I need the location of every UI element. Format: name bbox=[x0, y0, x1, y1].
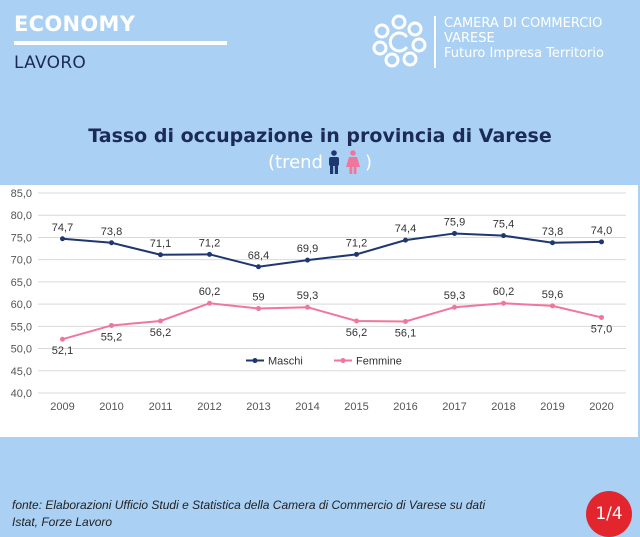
data-point bbox=[403, 237, 408, 243]
data-point bbox=[207, 300, 212, 306]
data-label: 71,1 bbox=[150, 238, 171, 250]
y-tick-label: 80,0 bbox=[11, 210, 32, 222]
brand-line-3: Futuro Impresa Territorio bbox=[444, 46, 604, 61]
data-point bbox=[354, 318, 359, 324]
y-tick-label: 45,0 bbox=[11, 366, 32, 378]
x-tick-label: 2014 bbox=[295, 401, 319, 413]
y-tick-label: 70,0 bbox=[11, 255, 32, 267]
data-point bbox=[207, 251, 212, 257]
x-tick-label: 2017 bbox=[442, 401, 466, 413]
chart-panel: 40,0 45,0 50,0 55,0 60,0 65,0 70,0 75,0 80,0 85,0… bbox=[0, 185, 638, 437]
brand-line-1: CAMERA DI COMMERCIO bbox=[444, 16, 603, 31]
brand-text: CAMERA DI COMMERCIO VARESE Futuro Impres… bbox=[444, 16, 604, 61]
data-label: 52,1 bbox=[52, 345, 73, 357]
x-tick-label: 2009 bbox=[50, 401, 74, 413]
data-label: 73,8 bbox=[101, 226, 122, 238]
y-tick-label: 60,0 bbox=[11, 299, 32, 311]
data-label: 59,3 bbox=[444, 290, 465, 302]
y-tick-label: 40,0 bbox=[11, 388, 32, 400]
data-label: 75,4 bbox=[493, 219, 514, 231]
data-label: 69,9 bbox=[297, 243, 318, 255]
y-tick-label: 55,0 bbox=[11, 321, 32, 333]
male-figure-icon bbox=[328, 150, 339, 174]
data-point bbox=[60, 336, 65, 342]
x-tick-label: 2010 bbox=[99, 401, 123, 413]
data-point bbox=[305, 304, 310, 310]
data-point bbox=[403, 318, 408, 324]
legend-label: Femmine bbox=[356, 356, 402, 368]
data-label: 75,9 bbox=[444, 216, 465, 228]
data-point bbox=[550, 303, 555, 309]
x-tick-label: 2019 bbox=[540, 401, 564, 413]
data-point bbox=[305, 257, 310, 263]
data-label: 73,8 bbox=[542, 226, 563, 238]
section-subtitle: LAVORO bbox=[14, 53, 87, 73]
data-point bbox=[256, 264, 261, 270]
legend-marker bbox=[340, 358, 346, 364]
chamber-logo-icon bbox=[372, 14, 427, 68]
data-label: 56,1 bbox=[395, 327, 416, 339]
data-label: 59 bbox=[252, 292, 264, 304]
brand-divider bbox=[434, 16, 436, 68]
legend-marker bbox=[252, 358, 258, 364]
data-label: 59,3 bbox=[297, 290, 318, 302]
x-tick-label: 2018 bbox=[491, 401, 515, 413]
data-point bbox=[599, 239, 604, 245]
series-line-maschi bbox=[62, 232, 602, 268]
section-rule bbox=[14, 41, 227, 45]
chart-subtitle: (trend ) bbox=[0, 150, 640, 174]
data-point bbox=[109, 322, 114, 328]
data-point bbox=[501, 300, 506, 306]
series-line-femmine bbox=[62, 302, 602, 341]
chart-subtitle-open: (trend bbox=[267, 151, 323, 173]
data-label: 74,4 bbox=[395, 223, 416, 235]
y-tick-label: 85,0 bbox=[11, 188, 32, 200]
y-tick-label: 65,0 bbox=[11, 277, 32, 289]
page-badge: 1/4 bbox=[586, 491, 632, 537]
data-point bbox=[452, 230, 457, 236]
data-point bbox=[452, 304, 457, 310]
data-label: 74,7 bbox=[52, 222, 73, 234]
data-point bbox=[158, 318, 163, 324]
female-figure-icon bbox=[345, 150, 360, 174]
brand: CAMERA DI COMMERCIO VARESE Futuro Impres… bbox=[370, 12, 630, 72]
source-line-1: fonte: Elaborazioni Ufficio Studi e Stat… bbox=[12, 498, 486, 512]
data-point bbox=[158, 252, 163, 258]
data-point bbox=[109, 240, 114, 246]
data-label: 56,2 bbox=[150, 327, 171, 339]
data-label: 71,2 bbox=[346, 237, 367, 249]
y-tick-label: 75,0 bbox=[11, 232, 32, 244]
x-tick-label: 2016 bbox=[393, 401, 417, 413]
y-tick-label: 50,0 bbox=[11, 344, 32, 356]
data-point bbox=[60, 236, 65, 242]
data-point bbox=[550, 240, 555, 246]
data-label: 57,0 bbox=[591, 323, 612, 335]
data-label: 71,2 bbox=[199, 237, 220, 249]
x-tick-label: 2013 bbox=[246, 401, 270, 413]
header-section: ECONOMY LAVORO bbox=[14, 10, 229, 73]
data-label: 60,2 bbox=[493, 286, 514, 298]
data-label: 56,2 bbox=[346, 327, 367, 339]
source-line-2: Istat, Forze Lavoro bbox=[12, 515, 113, 529]
data-point bbox=[256, 306, 261, 312]
data-label: 55,2 bbox=[101, 331, 122, 343]
data-label: 60,2 bbox=[199, 286, 220, 298]
data-label: 59,6 bbox=[542, 289, 563, 301]
chart-subtitle-close: ) bbox=[364, 151, 373, 173]
data-point bbox=[599, 314, 604, 320]
data-label: 68,4 bbox=[248, 250, 269, 262]
x-tick-label: 2020 bbox=[589, 401, 613, 413]
data-label: 74,0 bbox=[591, 225, 612, 237]
section-title: ECONOMY bbox=[14, 12, 136, 36]
data-point bbox=[501, 233, 506, 239]
data-point bbox=[354, 251, 359, 257]
x-tick-label: 2012 bbox=[197, 401, 221, 413]
line-chart: 40,0 45,0 50,0 55,0 60,0 65,0 70,0 75,0 80,0 85,0… bbox=[11, 188, 626, 413]
source-note: fonte: Elaborazioni Ufficio Studi e Stat… bbox=[12, 497, 572, 531]
brand-line-2: VARESE bbox=[444, 31, 495, 46]
x-tick-label: 2011 bbox=[149, 401, 173, 413]
legend-label: Maschi bbox=[268, 356, 303, 368]
x-tick-label: 2015 bbox=[344, 401, 368, 413]
chart-title: Tasso di occupazione in provincia di Var… bbox=[88, 125, 552, 147]
